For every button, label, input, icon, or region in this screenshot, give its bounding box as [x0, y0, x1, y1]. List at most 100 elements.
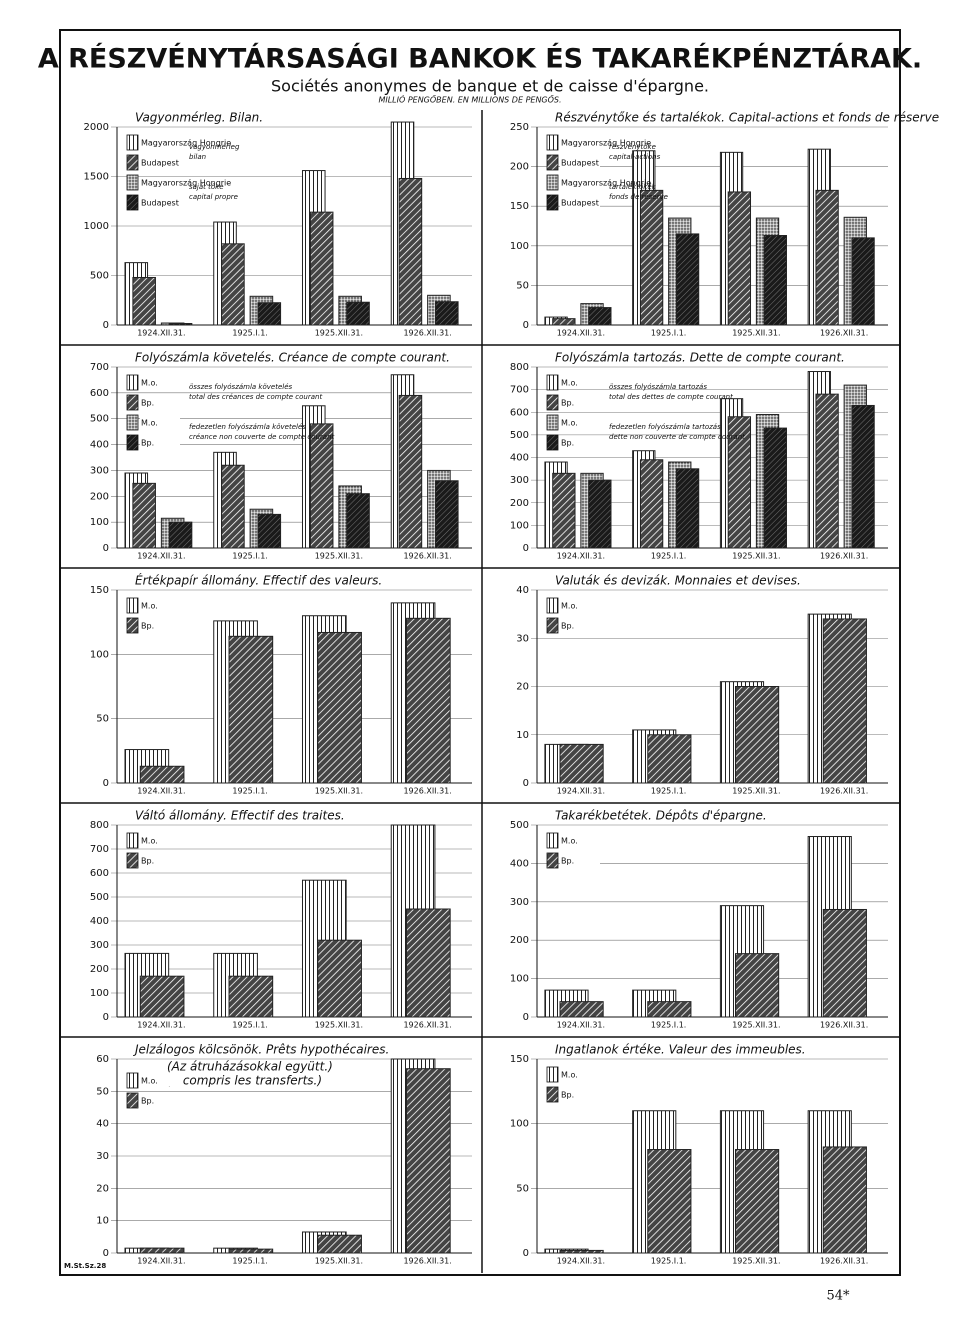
legend-swatch: [126, 832, 139, 849]
legend-label: Magyarország Hongrie: [141, 139, 231, 148]
x-tick-label: 1926.XII.31.: [403, 1257, 451, 1266]
y-tick-label: 400: [510, 858, 529, 869]
legend-bg: [560, 417, 600, 428]
legend-swatch: [126, 1092, 139, 1109]
x-tick-label: 1925.I.1.: [232, 1021, 267, 1030]
x-tick-label: 1925.XII.31.: [732, 329, 780, 338]
chart-note: (Y compris les transferts.): [167, 1074, 322, 1088]
y-tick-label: 0: [523, 543, 529, 554]
x-tick-label: 1924.XII.31.: [137, 1257, 185, 1266]
legend-bg: [140, 157, 180, 168]
x-tick-label: 1926.XII.31.: [403, 787, 451, 796]
legend-label: Budapest: [141, 159, 179, 168]
bar: [851, 404, 875, 549]
y-tick-label: 500: [90, 271, 109, 282]
legend-label: M.o.: [561, 602, 578, 611]
x-tick-label: 1925.XII.31.: [732, 552, 780, 561]
bar: [346, 493, 370, 549]
bar: [735, 1149, 780, 1254]
legend-swatch: [546, 852, 559, 869]
legend-note: créance non couverte de compte courant: [189, 433, 335, 441]
legend-note: tartaléktőkék: [609, 182, 657, 191]
legend-label: Bp.: [141, 622, 154, 631]
y-tick-label: 10: [516, 730, 529, 741]
x-tick-label: 1924.XII.31.: [137, 1021, 185, 1030]
y-tick-label: 300: [510, 897, 529, 908]
legend-bg: [560, 835, 600, 846]
y-tick-label: 150: [90, 585, 109, 596]
chart-title: Takarékbetétek. Dépôts d'épargne.: [555, 809, 767, 823]
legend-bg: [140, 1095, 180, 1106]
bar: [639, 459, 664, 549]
legend-swatch: [126, 154, 139, 171]
y-tick-label: 100: [510, 974, 529, 985]
bar: [406, 908, 451, 1018]
y-tick-label: 200: [510, 162, 529, 173]
x-tick-label: 1924.XII.31.: [557, 329, 605, 338]
legend-label: Bp.: [561, 622, 574, 631]
bar: [406, 617, 451, 784]
chart-title: Értékpapír állomány. Effectif des valeur…: [135, 573, 382, 588]
bar: [406, 1068, 451, 1254]
sheet-frame: [59, 29, 901, 1276]
y-tick-label: 20: [96, 1183, 109, 1194]
y-tick-label: 100: [90, 988, 109, 999]
legend-label: M.o.: [141, 379, 158, 388]
x-tick-label: 1924.XII.31.: [137, 552, 185, 561]
y-tick-label: 30: [516, 633, 529, 644]
legend-swatch: [126, 1072, 139, 1089]
legend-label: Bp.: [141, 1097, 154, 1106]
legend-swatch: [546, 1086, 559, 1103]
y-tick-label: 0: [103, 320, 109, 331]
y-tick-label: 0: [103, 778, 109, 789]
legend-bg: [140, 197, 180, 208]
bar: [139, 1247, 185, 1254]
bar: [168, 521, 193, 549]
legend-swatch: [546, 832, 559, 849]
chart-title: Folyószámla követelés. Créance de compte…: [135, 351, 450, 365]
bar: [763, 235, 787, 326]
legend-label: Bp.: [561, 399, 574, 408]
legend-bg: [560, 197, 600, 208]
bar: [398, 394, 423, 549]
legend-label: M.o.: [141, 1077, 158, 1086]
y-tick-label: 500: [90, 414, 109, 425]
chart-title: Ingatlanok értéke. Valeur des immeubles.: [555, 1043, 806, 1057]
legend-note: saját tőke: [189, 182, 224, 191]
bar: [346, 301, 370, 326]
chart-title: Vagyonmérleg. Bilan.: [135, 111, 263, 125]
legend-swatch: [546, 414, 559, 431]
legend-label: M.o.: [141, 419, 158, 428]
y-tick-label: 300: [90, 465, 109, 476]
legend-note: fedezetlen folyószámla követelés: [189, 423, 306, 431]
x-tick-label: 1925.I.1.: [232, 787, 267, 796]
legend-bg: [560, 437, 600, 448]
bar: [228, 1248, 274, 1254]
legend-swatch: [546, 1066, 559, 1083]
x-tick-label: 1924.XII.31.: [137, 329, 185, 338]
legend-swatch: [126, 434, 139, 451]
legend-bg: [560, 1069, 600, 1080]
bar: [168, 323, 193, 326]
legend-label: Budapest: [141, 199, 179, 208]
legend-swatch: [126, 374, 139, 391]
legend-label: M.o.: [141, 837, 158, 846]
bar: [727, 191, 752, 326]
x-tick-label: 1924.XII.31.: [557, 1021, 605, 1030]
y-tick-label: 0: [523, 320, 529, 331]
legend-label: Budapest: [561, 159, 599, 168]
x-tick-label: 1925.I.1.: [232, 1257, 267, 1266]
y-tick-label: 150: [510, 201, 529, 212]
legend-bg: [140, 620, 180, 631]
bar: [763, 427, 787, 549]
bar: [588, 307, 612, 326]
bar: [559, 1249, 604, 1254]
legend-note: fonds de réserve: [609, 193, 668, 201]
legend-bg: [560, 620, 600, 631]
legend-bg: [140, 437, 180, 448]
bar: [822, 908, 867, 1018]
legend-label: Budapest: [561, 199, 599, 208]
y-tick-label: 0: [103, 1012, 109, 1023]
bar: [588, 479, 612, 549]
bar: [435, 301, 459, 326]
